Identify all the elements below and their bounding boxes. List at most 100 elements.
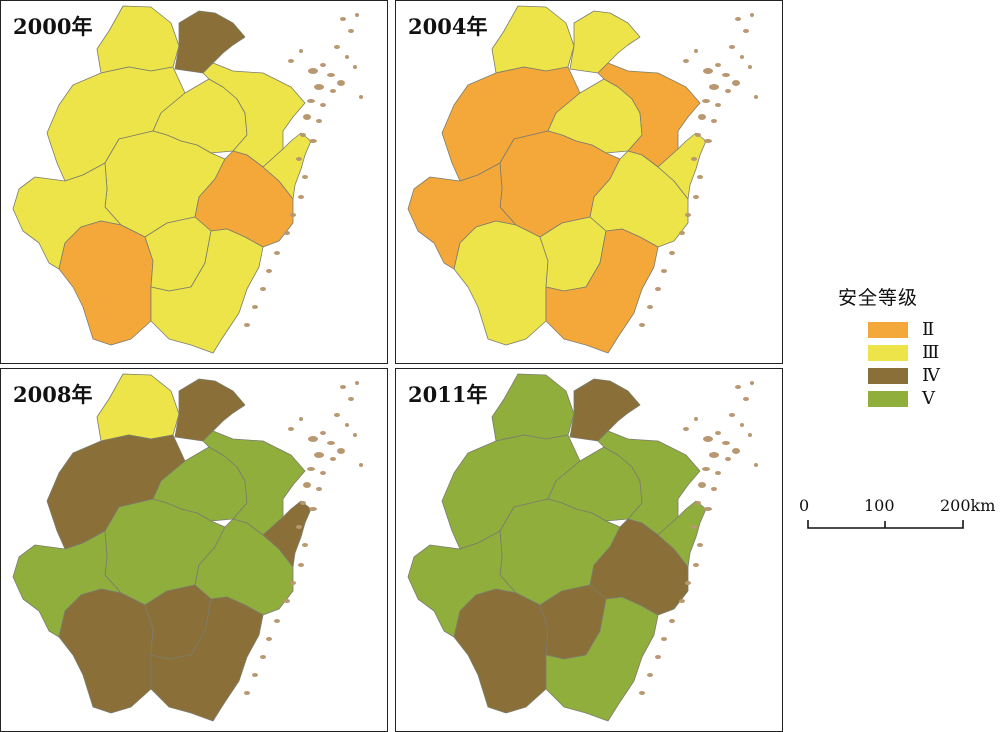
coastal-island: [661, 637, 667, 641]
coastal-island: [353, 65, 357, 69]
coastal-island: [299, 49, 303, 53]
map-panel-2004: 2004年: [395, 0, 783, 364]
legend-title: 安全等级: [838, 287, 919, 309]
coastal-island: [355, 13, 359, 17]
coastal-island: [266, 269, 272, 273]
coastal-island: [290, 213, 296, 217]
coastal-island: [695, 133, 701, 137]
coastal-island: [702, 467, 710, 471]
map-region-9: [262, 500, 312, 568]
map-region-2: [174, 378, 246, 442]
coastal-island: [725, 457, 731, 461]
map-2008: [12, 373, 363, 722]
coastal-island: [754, 95, 758, 99]
coastal-island: [711, 119, 717, 123]
coastal-island: [337, 80, 345, 86]
coastal-island: [754, 463, 758, 467]
map-2000: [12, 5, 363, 354]
coastal-island: [299, 417, 303, 421]
coastal-island: [244, 691, 250, 695]
coastal-island: [320, 63, 326, 67]
coastal-island: [320, 103, 326, 107]
legend-swatch: [868, 390, 908, 407]
coastal-island: [348, 397, 354, 401]
map-region-12: [150, 228, 264, 354]
coastal-island: [683, 427, 689, 431]
legend-item: Ⅳ: [838, 364, 940, 387]
coastal-island: [697, 543, 703, 547]
panel-year-label: 2004年: [408, 14, 488, 39]
coastal-island: [661, 269, 667, 273]
coastal-island: [316, 119, 322, 123]
map-region-10: [58, 588, 154, 714]
coastal-island: [693, 195, 699, 199]
scale-bar: 0 100 200km: [796, 496, 995, 536]
coastal-island: [694, 417, 698, 421]
coastal-island: [647, 673, 653, 677]
coastal-island: [639, 323, 645, 327]
coastal-island: [683, 59, 689, 63]
coastal-island: [309, 139, 317, 143]
coastal-island: [303, 482, 311, 488]
coastal-island: [715, 471, 721, 475]
map-region-12: [545, 228, 659, 354]
map-region-9: [657, 132, 707, 200]
map-panel-2011: 2011年: [395, 368, 783, 732]
coastal-island: [340, 17, 346, 21]
coastal-island: [715, 103, 721, 107]
coastal-island: [307, 467, 315, 471]
coastal-island: [334, 45, 340, 49]
coastal-island: [715, 431, 721, 435]
coastal-island: [725, 89, 731, 93]
coastal-island: [691, 157, 697, 161]
coastal-island: [298, 563, 304, 567]
coastal-island: [284, 231, 290, 235]
coastal-island: [729, 413, 735, 417]
coastal-island: [252, 305, 258, 309]
map-region-1: [491, 373, 575, 442]
coastal-island: [639, 691, 645, 695]
coastal-island: [296, 525, 302, 529]
coastal-island: [679, 231, 685, 235]
scale-bar-line: [807, 520, 964, 529]
coastal-island: [732, 448, 740, 454]
coastal-island: [355, 381, 359, 385]
coastal-island: [345, 55, 349, 59]
coastal-island: [702, 99, 710, 103]
coastal-island: [316, 487, 322, 491]
panel-year-label: 2000年: [13, 14, 93, 39]
map-region-2: [174, 10, 246, 74]
coastal-island: [260, 287, 266, 291]
map-2011: [407, 373, 758, 722]
legend-label: Ⅲ: [922, 342, 940, 363]
map-region-1: [96, 373, 180, 442]
map-panel-2008: 2008年: [0, 368, 388, 732]
coastal-island: [308, 68, 318, 74]
legend-item: Ⅲ: [838, 341, 940, 364]
coastal-island: [691, 525, 697, 529]
coastal-island: [274, 619, 280, 623]
coastal-island: [709, 452, 719, 458]
coastal-island: [300, 133, 306, 137]
coastal-island: [740, 423, 744, 427]
coastal-island: [252, 673, 258, 677]
coastal-island: [748, 65, 752, 69]
legend-swatch: [868, 367, 908, 384]
coastal-island: [735, 385, 741, 389]
coastal-island: [715, 63, 721, 67]
coastal-island: [669, 619, 675, 623]
coastal-island: [750, 381, 754, 385]
map-2004: [407, 5, 758, 354]
legend-label: Ⅴ: [922, 388, 935, 409]
coastal-island: [748, 433, 752, 437]
legend-label: Ⅱ: [922, 319, 935, 340]
map-region-10: [58, 220, 154, 346]
coastal-island: [704, 139, 712, 143]
coastal-island: [693, 563, 699, 567]
coastal-island: [274, 251, 280, 255]
coastal-island: [735, 17, 741, 21]
coastal-island: [703, 436, 713, 442]
map-region-1: [491, 5, 575, 74]
panel-year-label: 2011年: [408, 382, 488, 407]
coastal-island: [303, 114, 311, 120]
